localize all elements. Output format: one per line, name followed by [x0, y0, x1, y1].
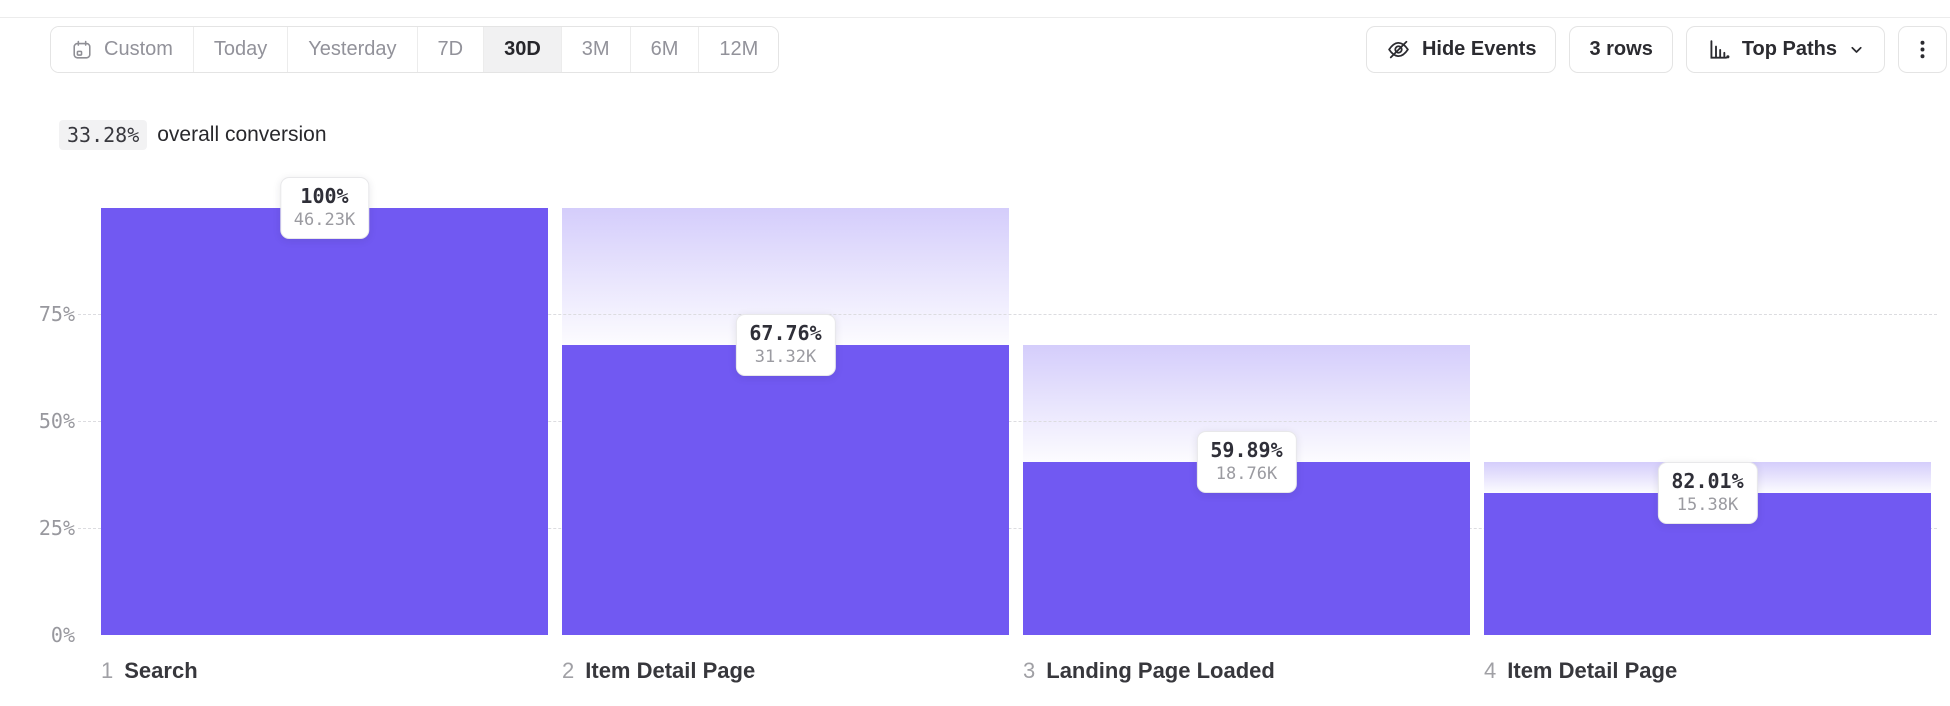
hide-events-label: Hide Events — [1421, 38, 1537, 60]
funnel-bar-1[interactable] — [101, 207, 548, 635]
kebab-menu-icon — [1910, 37, 1935, 62]
report-toolbar: Custom Today Yesterday 7D 30D 3M 6M 12M Hide Ev… — [0, 26, 1950, 73]
step-name: Search — [124, 658, 198, 683]
rows-label: 3 rows — [1589, 38, 1653, 60]
step-label-2[interactable]: 2 Item Detail Page — [562, 658, 755, 684]
conversion-badge-1: 100% 46.23K — [279, 176, 370, 239]
gridline-75 — [78, 314, 1937, 316]
overall-conversion-label: overall conversion — [157, 123, 327, 146]
step-label-3[interactable]: 3 Landing Page Loaded — [1023, 658, 1275, 684]
step-number: 1 — [101, 658, 114, 683]
badge-conversion-pct: 67.76% — [749, 321, 822, 346]
badge-count: 15.38K — [1676, 494, 1739, 515]
eye-off-icon — [1386, 37, 1411, 62]
header-divider — [0, 17, 1950, 18]
badge-conversion-pct: 100% — [300, 183, 349, 208]
date-range-30d[interactable]: 30D — [484, 27, 562, 72]
toolbar-actions: Hide Events 3 rows Top Paths — [1365, 26, 1947, 73]
overall-conversion-value: 33.28% — [59, 120, 148, 150]
step-name: Landing Page Loaded — [1046, 658, 1275, 683]
date-range-label: 3M — [581, 38, 610, 60]
funnel-bar-2[interactable] — [562, 345, 1009, 635]
date-range-12m[interactable]: 12M — [699, 27, 779, 72]
badge-count: 18.76K — [1215, 463, 1278, 484]
step-label-4[interactable]: 4 Item Detail Page — [1484, 658, 1677, 684]
more-menu-button[interactable] — [1898, 26, 1947, 73]
date-range-today[interactable]: Today — [193, 27, 289, 72]
step-name: Item Detail Page — [585, 658, 756, 683]
date-range-yesterday[interactable]: Yesterday — [288, 27, 418, 72]
conversion-badge-2: 67.76% 31.32K — [735, 314, 836, 377]
badge-count: 46.23K — [293, 209, 356, 230]
date-range-3m[interactable]: 3M — [561, 27, 631, 72]
y-axis-tick-75: 75% — [38, 302, 75, 327]
calendar-icon — [71, 39, 93, 61]
date-range-selector: Custom Today Yesterday 7D 30D 3M 6M 12M — [50, 26, 780, 73]
rows-button[interactable]: 3 rows — [1569, 26, 1673, 73]
y-axis-tick-50: 50% — [38, 409, 75, 434]
date-range-label: 6M — [650, 38, 679, 60]
conversion-badge-4: 82.01% 15.38K — [1657, 461, 1758, 524]
step-number: 2 — [562, 658, 575, 683]
y-axis-tick-25: 25% — [38, 516, 75, 541]
bar-chart-icon — [1706, 37, 1731, 62]
overall-conversion: 33.28% overall conversion — [59, 120, 327, 150]
date-range-label: Yesterday — [308, 38, 397, 60]
step-number: 3 — [1023, 658, 1036, 683]
step-name: Item Detail Page — [1507, 658, 1678, 683]
chevron-down-icon — [1848, 41, 1865, 58]
badge-conversion-pct: 59.89% — [1210, 437, 1283, 462]
date-range-label: Today — [213, 38, 268, 60]
step-label-1[interactable]: 1 Search — [101, 658, 198, 684]
date-range-6m[interactable]: 6M — [630, 27, 700, 72]
date-range-label: 30D — [504, 38, 541, 60]
y-axis-tick-0: 0% — [50, 623, 75, 647]
date-range-custom[interactable]: Custom — [51, 27, 194, 72]
conversion-badge-3: 59.89% 18.76K — [1196, 430, 1297, 493]
date-range-7d[interactable]: 7D — [417, 27, 485, 72]
hide-events-button[interactable]: Hide Events — [1365, 26, 1557, 73]
badge-count: 31.32K — [754, 347, 817, 368]
date-range-label: Custom — [104, 38, 173, 60]
top-paths-dropdown[interactable]: Top Paths — [1685, 26, 1885, 73]
badge-conversion-pct: 82.01% — [1671, 468, 1744, 493]
date-range-label: 12M — [719, 38, 759, 60]
step-number: 4 — [1484, 658, 1497, 683]
top-paths-label: Top Paths — [1741, 38, 1837, 60]
date-range-label: 7D — [437, 38, 464, 60]
